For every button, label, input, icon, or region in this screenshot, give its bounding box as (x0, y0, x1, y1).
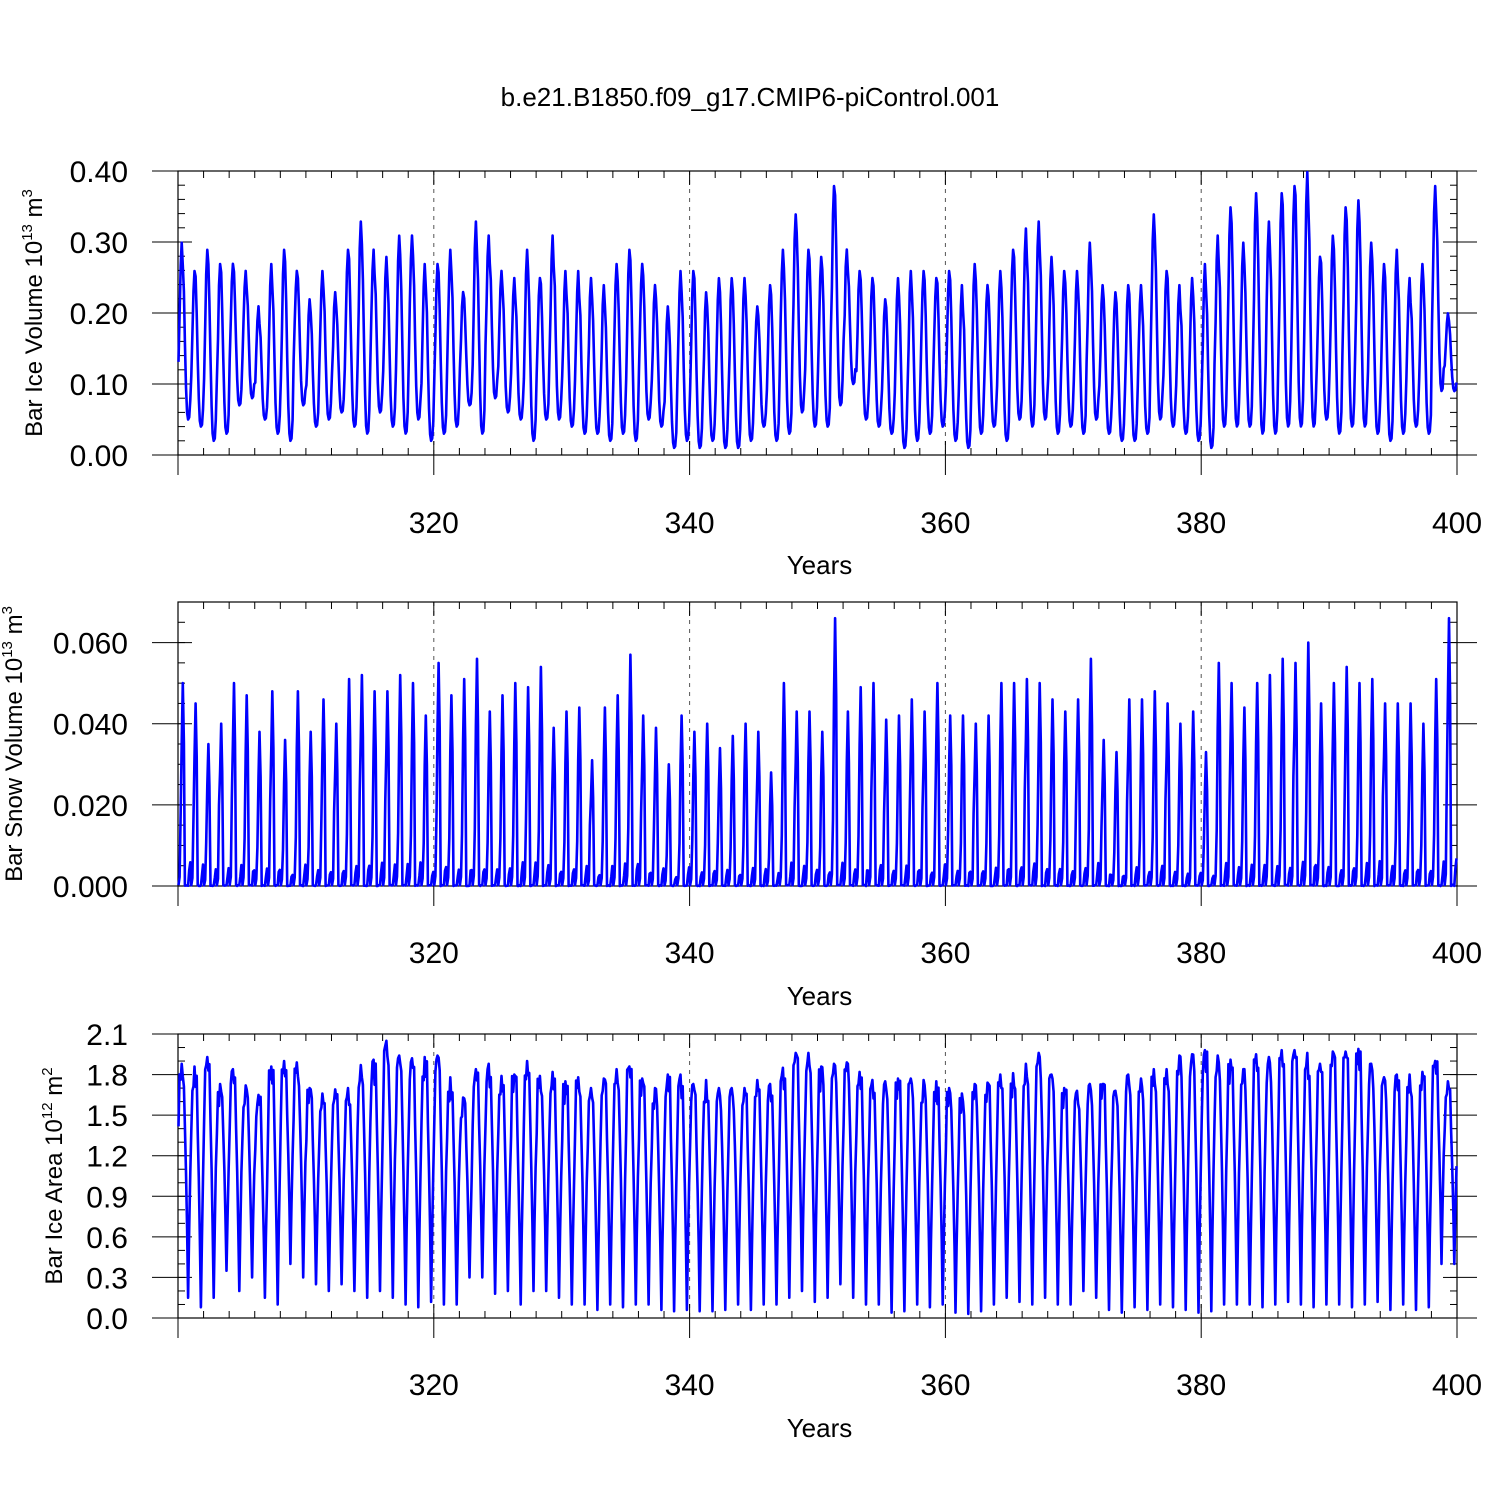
y-tick-label: 0.0 (86, 1303, 128, 1336)
y-axis-label: Bar Ice Volume 1013 m3 (19, 189, 48, 437)
panel-3: 320 340 360 380 400 0.0 0.3 0.6 0.9 1.2 1.5 1.8 2.1 Y… (39, 1019, 1482, 1443)
y-tick-label: 0.020 (53, 790, 128, 823)
y-axis-label-unit-exp: 3 (0, 606, 16, 614)
x-tick-label: 360 (920, 937, 970, 970)
y-axis-label: Bar Ice Area 1012 m2 (39, 1067, 68, 1284)
y-tick-label: 1.5 (86, 1100, 128, 1133)
x-tick-label: 400 (1432, 1369, 1482, 1402)
y-tick-label: 0.10 (70, 369, 128, 402)
y-tick-label: 0.3 (86, 1262, 128, 1295)
series-line-bar-snow-volume (177, 616, 1458, 888)
y-axis-label-exp: 13 (19, 224, 36, 241)
y-axis-label-exp: 13 (0, 641, 16, 658)
figure-title: b.e21.B1850.f09_g17.CMIP6-piControl.001 (501, 82, 1000, 112)
y-tick-label: 0.20 (70, 298, 128, 331)
y-axis-label-unit-exp: 3 (19, 189, 36, 197)
y-tick-label: 0.30 (70, 227, 128, 260)
y-tick-label: 0.6 (86, 1222, 128, 1255)
y-tick-label: 1.2 (86, 1141, 128, 1174)
x-tick-label: 380 (1176, 507, 1226, 540)
x-axis-label: Years (787, 1413, 853, 1443)
y-tick-label: 1.8 (86, 1060, 128, 1093)
y-tick-label: 0.40 (70, 156, 128, 189)
x-tick-label: 380 (1176, 1369, 1226, 1402)
x-tick-label: 320 (409, 507, 459, 540)
y-axis-label-unit: m (21, 197, 48, 224)
panel-1: 320 340 360 380 400 0.00 0.10 0.20 0.30 0.40 Years… (19, 156, 1482, 580)
y-tick-label: 0.060 (53, 628, 128, 661)
y-tick-label: 2.1 (86, 1019, 128, 1052)
panels: 320 340 360 380 400 0.00 0.10 0.20 0.30 0.40 Years… (0, 156, 1482, 1443)
x-tick-label: 320 (409, 1369, 459, 1402)
series-line-bar-ice-area (177, 1039, 1458, 1316)
y-axis-label-base: Bar Snow Volume 10 (1, 658, 28, 882)
y-axis-label: Bar Snow Volume 1013 m3 (0, 606, 28, 882)
y-axis-label-unit-exp: 2 (39, 1067, 56, 1075)
y-tick-label: 0.00 (70, 440, 128, 473)
x-tick-label: 380 (1176, 937, 1226, 970)
y-axis-label-unit: m (41, 1076, 68, 1103)
plot-frame (177, 170, 1458, 456)
x-axis-label: Years (787, 981, 853, 1011)
x-axis-label: Years (787, 550, 853, 580)
y-tick-label: 0.000 (53, 871, 128, 904)
x-tick-label: 340 (665, 937, 715, 970)
x-tick-label: 360 (920, 507, 970, 540)
series-line-bar-ice-volume (177, 170, 1458, 450)
y-tick-label: 0.9 (86, 1181, 128, 1214)
y-axis-label-unit: m (1, 614, 28, 641)
x-tick-label: 340 (665, 507, 715, 540)
y-tick-label: 0.040 (53, 709, 128, 742)
y-axis-label-exp: 12 (39, 1102, 56, 1119)
x-tick-label: 320 (409, 937, 459, 970)
x-tick-label: 340 (665, 1369, 715, 1402)
x-tick-label: 360 (920, 1369, 970, 1402)
y-axis-label-base: Bar Ice Area 10 (41, 1119, 68, 1284)
x-tick-label: 400 (1432, 507, 1482, 540)
y-axis-label-base: Bar Ice Volume 10 (21, 241, 48, 437)
panel-2: 320 340 360 380 400 0.000 0.020 0.040 0.060 Years… (0, 601, 1482, 1011)
x-tick-label: 400 (1432, 937, 1482, 970)
